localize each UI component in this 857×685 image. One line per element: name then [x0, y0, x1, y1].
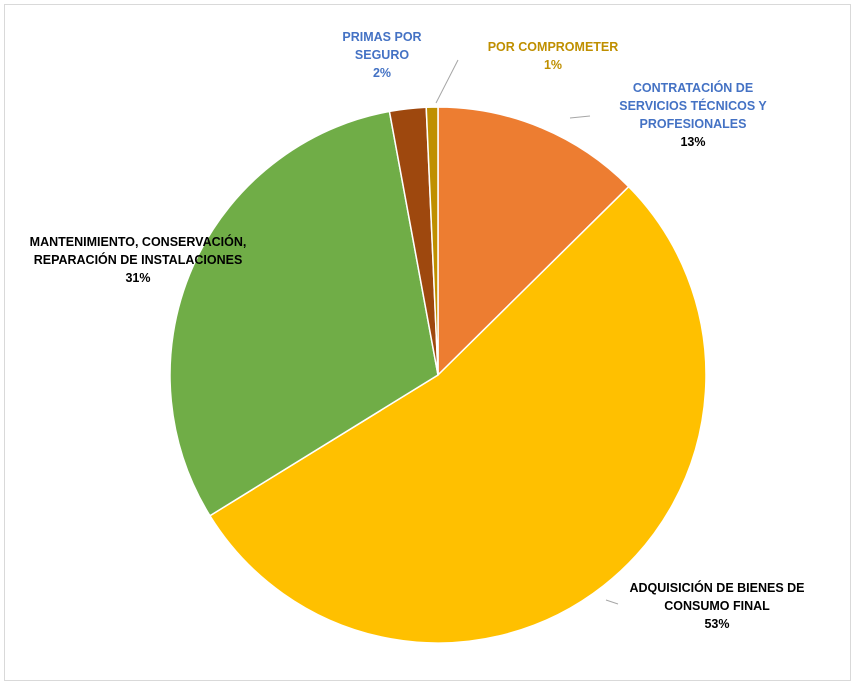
- slice-percent-label: 1%: [544, 58, 562, 72]
- slice-label-text: CONTRATACIÓN DE: [633, 80, 753, 95]
- slice-percent-label: 31%: [125, 271, 150, 285]
- slice-label-text: SEGURO: [355, 48, 409, 62]
- slice-label-2: MANTENIMIENTO, CONSERVACIÓN, REPARACIÓN D…: [30, 234, 247, 285]
- leader-lines: [435, 59, 619, 605]
- slice-percent-label: 13%: [680, 135, 705, 149]
- slice-label-text: REPARACIÓN DE INSTALACIONES: [34, 252, 243, 267]
- pie-slice-4: [425, 106, 439, 376]
- leader-line: [569, 115, 591, 119]
- leader-line: [605, 599, 619, 605]
- slice-label-text: MANTENIMIENTO, CONSERVACIÓN,: [30, 234, 247, 249]
- slice-label-1: ADQUISICIÓN DE BIENES DE CONSUMO FINAL 53%: [629, 580, 804, 631]
- pie-slices: [169, 106, 707, 644]
- slice-label-text: PROFESIONALES: [640, 117, 747, 131]
- slice-labels: CONTRATACIÓN DE SERVICIOS TÉCNICOS Y PROFE…: [30, 30, 805, 631]
- slice-percent-label: 53%: [704, 617, 729, 631]
- pie-slice-0: [437, 106, 630, 377]
- slice-label-text: CONSUMO FINAL: [664, 599, 770, 613]
- leader-line: [435, 59, 459, 104]
- slice-label-4: POR COMPROMETER 1%: [488, 40, 619, 72]
- slice-label-text: POR COMPROMETER: [488, 40, 619, 54]
- slice-label-text: PRIMAS POR: [342, 30, 421, 44]
- slice-label-text: ADQUISICIÓN DE BIENES DE: [629, 580, 804, 595]
- slice-label-0: CONTRATACIÓN DE SERVICIOS TÉCNICOS Y PROFE…: [619, 80, 767, 149]
- slice-percent-label: 2%: [373, 66, 391, 80]
- slice-label-text: SERVICIOS TÉCNICOS Y: [619, 98, 767, 113]
- pie-slice-2: [169, 110, 439, 517]
- pie-slice-1: [208, 185, 707, 644]
- slice-label-3: PRIMAS POR SEGURO 2%: [342, 30, 421, 80]
